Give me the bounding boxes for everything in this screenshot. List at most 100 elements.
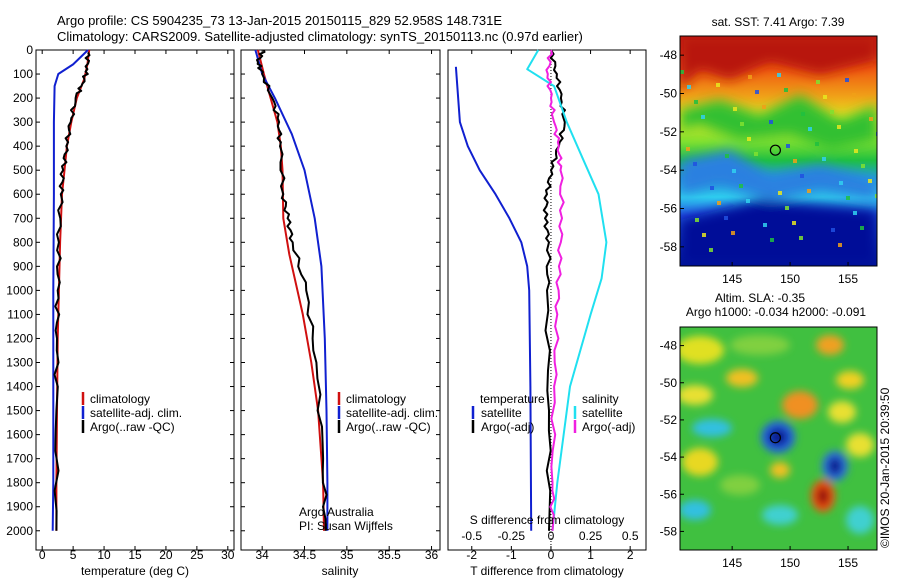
x-tick-label: 34 — [255, 548, 269, 562]
sst-speckle-pixel — [694, 100, 698, 104]
argo-position-marker — [769, 144, 781, 156]
sst-map-frame — [679, 35, 878, 267]
series-line-salinity-argo-adj — [545, 49, 565, 531]
map-y-tick-label: -54 — [660, 163, 678, 177]
x-tick-label: 36 — [425, 548, 439, 562]
x-tick-label: -2 — [466, 548, 477, 562]
credit-text: ©IMOS 20-Jan-2015 20:39:50 — [878, 387, 892, 548]
sla-map-title-line1: Altim. SLA: -0.35 — [715, 291, 805, 305]
sla-map-title-line2: Argo h1000: -0.034 h2000: -0.091 — [686, 305, 866, 319]
y-tick-label: 1900 — [6, 500, 33, 514]
y-tick-label: 100 — [13, 67, 33, 81]
series-line-argo-raw-qc — [256, 49, 328, 531]
sst-speckle-pixel — [777, 73, 781, 77]
sst-speckle-pixel — [816, 80, 820, 84]
sst-speckle-pixel — [853, 211, 857, 215]
y-tick-label: 900 — [13, 259, 33, 273]
figure-title-line1: Argo profile: CS 5904235_73 13-Jan-2015 … — [57, 13, 502, 28]
sst-speckle-pixel — [815, 142, 819, 146]
map-y-tick-label: -54 — [660, 450, 678, 464]
sst-speckle-pixel — [792, 221, 796, 225]
x-tick-label: 2 — [627, 548, 634, 562]
sst-speckle-pixel — [733, 107, 737, 111]
map-x-tick-label: 150 — [780, 556, 800, 570]
y-tick-label: 200 — [13, 91, 33, 105]
map-y-tick-label: -48 — [660, 48, 678, 62]
x-tick-label: -1 — [506, 548, 517, 562]
legend-label-climatology: climatology — [346, 392, 406, 406]
sst-speckle-pixel — [838, 243, 842, 247]
map-y-tick-label: -50 — [660, 376, 678, 390]
y-tick-label: 1200 — [6, 331, 33, 345]
series-line-argo-raw-qc — [53, 51, 91, 531]
sst-speckle-pixel — [716, 83, 720, 87]
sst-speckle-pixel — [686, 147, 690, 151]
y-tick-label: 1400 — [6, 380, 33, 394]
sst-heatmap — [680, 36, 877, 266]
sst-speckle-pixel — [861, 164, 865, 168]
x-top-tick-label: -0.5 — [461, 529, 482, 543]
sst-speckle-pixel — [860, 226, 864, 230]
x-top-tick-label: 0.5 — [622, 529, 639, 543]
map-y-tick-label: -50 — [660, 87, 678, 101]
legend-label-t-satellite: satellite — [481, 406, 522, 420]
sst-speckle-pixel — [808, 127, 812, 131]
y-tick-label: 700 — [13, 211, 33, 225]
map-x-tick-label: 145 — [722, 272, 742, 286]
map-x-tick-label: 150 — [780, 272, 800, 286]
salinity-axes-frame — [240, 49, 441, 551]
series-line-satellite-adj-clim — [51, 49, 89, 531]
legend-label-satellite: satellite-adj. clim. — [346, 406, 438, 420]
series-line-temperature-satellite — [454, 66, 533, 531]
map-y-tick-label: -52 — [660, 413, 678, 427]
difference-xlabel: T difference from climatology — [470, 564, 624, 578]
sst-speckle-pixel — [778, 191, 782, 195]
sst-speckle-pixel — [693, 162, 697, 166]
sst-speckle-pixel — [770, 238, 774, 242]
figure-title-line2: Climatology: CARS2009. Satellite-adjuste… — [57, 29, 583, 44]
sst-speckle-pixel — [731, 231, 735, 235]
map-x-tick-label: 145 — [722, 556, 742, 570]
sst-speckle-pixel — [784, 88, 788, 92]
x-tick-label: 15 — [128, 548, 142, 562]
sst-speckle-pixel — [837, 125, 841, 129]
legend-title-salinity: salinity — [582, 392, 619, 406]
sst-speckle-pixel — [717, 201, 721, 205]
y-tick-label: 1100 — [7, 307, 33, 321]
series-line-satellite-adj-clim — [254, 49, 329, 531]
y-tick-label: 1500 — [6, 404, 33, 418]
y-tick-label: 500 — [13, 163, 33, 177]
x-top-tick-label: 0.25 — [579, 529, 603, 543]
sst-speckle-pixel — [680, 70, 684, 74]
sst-speckle-pixel — [695, 218, 699, 222]
map-y-tick-label: -56 — [660, 202, 678, 216]
sst-speckle-pixel — [807, 189, 811, 193]
difference-top-xlabel: S difference from climatology — [470, 513, 625, 527]
x-tick-label: 20 — [159, 548, 173, 562]
x-tick-label: 10 — [97, 548, 111, 562]
sst-speckle-pixel — [830, 110, 834, 114]
sst-speckle-pixel — [755, 90, 759, 94]
y-tick-label: 1700 — [6, 452, 33, 466]
y-tick-label: 600 — [13, 187, 33, 201]
x-top-tick-label: 0 — [548, 529, 555, 543]
series-line-temperature-argo-adj — [542, 49, 566, 531]
legend-label-climatology: climatology — [90, 392, 150, 406]
legend-label-argo: Argo(..raw -QC) — [90, 420, 175, 434]
map-y-tick-label: -52 — [660, 125, 678, 139]
y-tick-label: 800 — [13, 235, 33, 249]
sla-map-panel: Altim. SLA: -0.35 Argo h1000: -0.034 h20… — [660, 291, 878, 570]
salinity-panel: 34 34.5 35 35.5 36 salinity climatology sate… — [240, 49, 441, 578]
legend-label-t-argo: Argo(-adj) — [481, 420, 534, 434]
salinity-annotation-line2: PI: Susan Wijffels — [299, 519, 393, 533]
y-tick-label: 2000 — [6, 524, 33, 538]
temperature-axes-frame — [35, 49, 235, 551]
sst-speckle-pixel — [746, 199, 750, 203]
y-tick-label: 1800 — [6, 476, 33, 490]
sst-map-title: sat. SST: 7.41 Argo: 7.39 — [712, 15, 845, 29]
map-x-tick-label: 155 — [838, 556, 858, 570]
x-tick-label: 0 — [39, 548, 46, 562]
sst-speckle-pixel — [869, 117, 873, 121]
temperature-panel: 0100200300400500600700800900100011001200… — [6, 43, 235, 578]
